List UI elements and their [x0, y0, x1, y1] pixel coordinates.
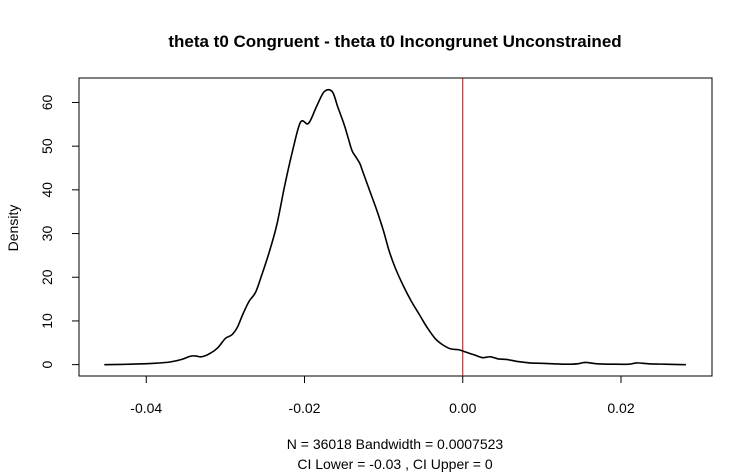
x-tick-label: 0.02: [607, 400, 634, 416]
x-tick-label: -0.04: [130, 400, 162, 416]
chart-title: theta t0 Congruent - theta t0 Incongrune…: [168, 32, 621, 51]
y-tick-label: 0: [39, 361, 55, 369]
x-axis-label-line-2: CI Lower = -0.03 , CI Upper = 0: [297, 456, 493, 472]
y-axis: 0 10 20 30 40 50 60: [39, 94, 80, 369]
y-axis-label: Density: [5, 205, 21, 252]
y-tick-label: 30: [39, 226, 55, 242]
y-tick-label: 40: [39, 182, 55, 198]
x-tick-label: 0.00: [449, 400, 476, 416]
x-axis: -0.04 -0.02 0.00 0.02: [130, 375, 635, 416]
density-curve: [104, 88, 686, 366]
y-tick-label: 50: [39, 138, 55, 154]
x-axis-label-line-1: N = 36018 Bandwidth = 0.0007523: [287, 436, 504, 452]
y-tick-label: 60: [39, 94, 55, 110]
x-tick-label: -0.02: [289, 400, 321, 416]
y-tick-label: 10: [39, 313, 55, 329]
plot-frame: [78, 77, 713, 377]
y-tick-label: 20: [39, 269, 55, 285]
